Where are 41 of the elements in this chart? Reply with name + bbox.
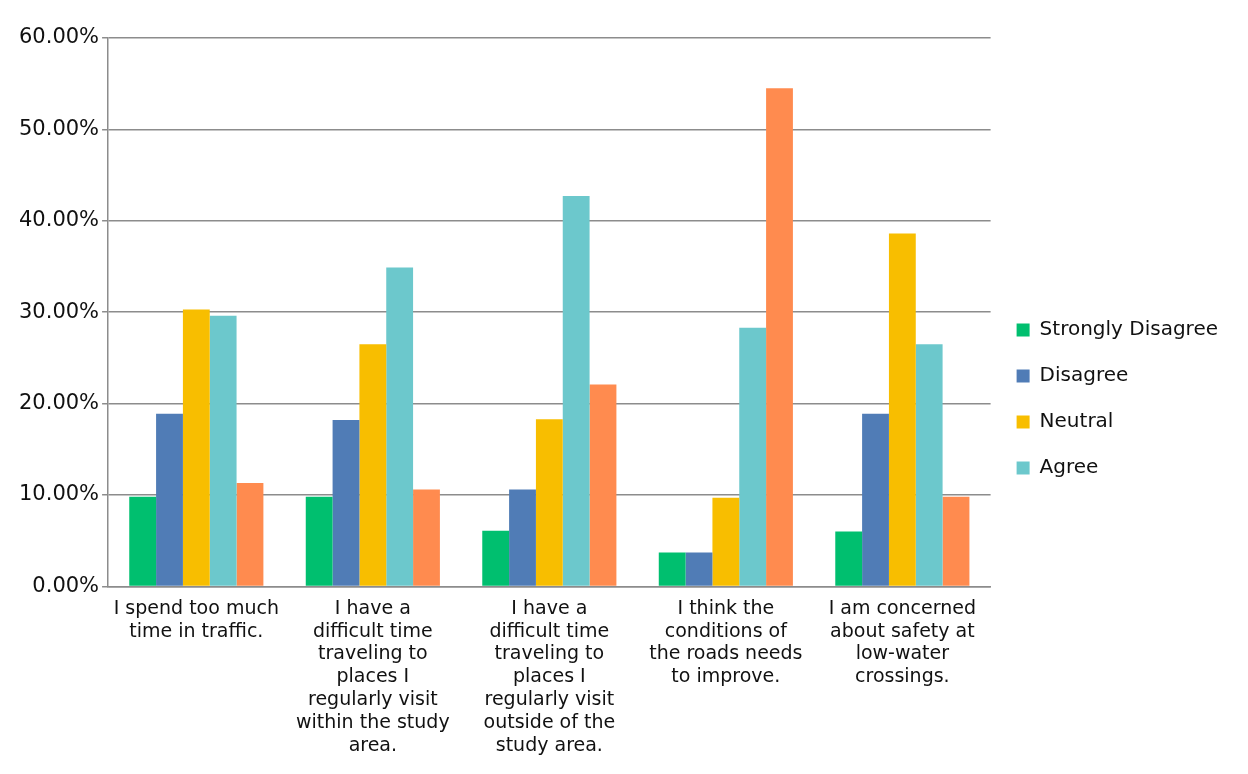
y-tick-label: 10.00% <box>18 481 100 506</box>
bar <box>685 552 713 586</box>
legend-label: Neutral <box>1039 408 1114 433</box>
y-tick-label: 60.00% <box>18 24 100 49</box>
bar <box>942 496 970 586</box>
bar <box>766 88 793 586</box>
bar <box>658 552 686 586</box>
legend-label: Strongly Disagree <box>1039 316 1219 341</box>
x-tick-label: I spend too much time in traffic. <box>113 595 279 641</box>
bar <box>712 497 740 586</box>
bar <box>386 267 414 586</box>
bar <box>359 344 387 586</box>
x-tick-label: I am concerned about safety at low-water crossings. <box>828 595 977 687</box>
bar <box>156 413 183 586</box>
y-tick-label: 0.00% <box>32 572 100 597</box>
bar <box>332 420 360 586</box>
bar <box>589 384 617 586</box>
y-tick-label: 50.00% <box>18 115 100 140</box>
bar <box>535 419 563 586</box>
bar <box>562 196 590 586</box>
bar <box>209 315 237 586</box>
bar <box>888 233 916 586</box>
bar <box>129 496 157 586</box>
bar <box>835 531 863 586</box>
bar <box>482 530 510 586</box>
bar <box>862 413 889 586</box>
x-tick-label: I think the conditions of the roads needs to improve. <box>649 595 803 687</box>
bar <box>915 344 943 586</box>
x-tick-label: I have a difficult time traveling to places I regularly visit outside of the study area. <box>483 595 616 755</box>
bar <box>305 496 333 586</box>
bar <box>182 309 210 586</box>
bar <box>509 489 536 586</box>
x-tick-label: I have a difficult time traveling to places I regularly visit within the study area. <box>296 595 450 755</box>
bar <box>413 489 440 586</box>
y-tick-label: 20.00% <box>18 390 100 415</box>
legend-label: Agree <box>1039 454 1099 479</box>
legend-label: Disagree <box>1039 362 1129 387</box>
y-tick-label: 30.00% <box>18 298 100 323</box>
y-tick-label: 40.00% <box>18 207 100 232</box>
bar <box>739 327 767 586</box>
bar <box>236 483 264 586</box>
